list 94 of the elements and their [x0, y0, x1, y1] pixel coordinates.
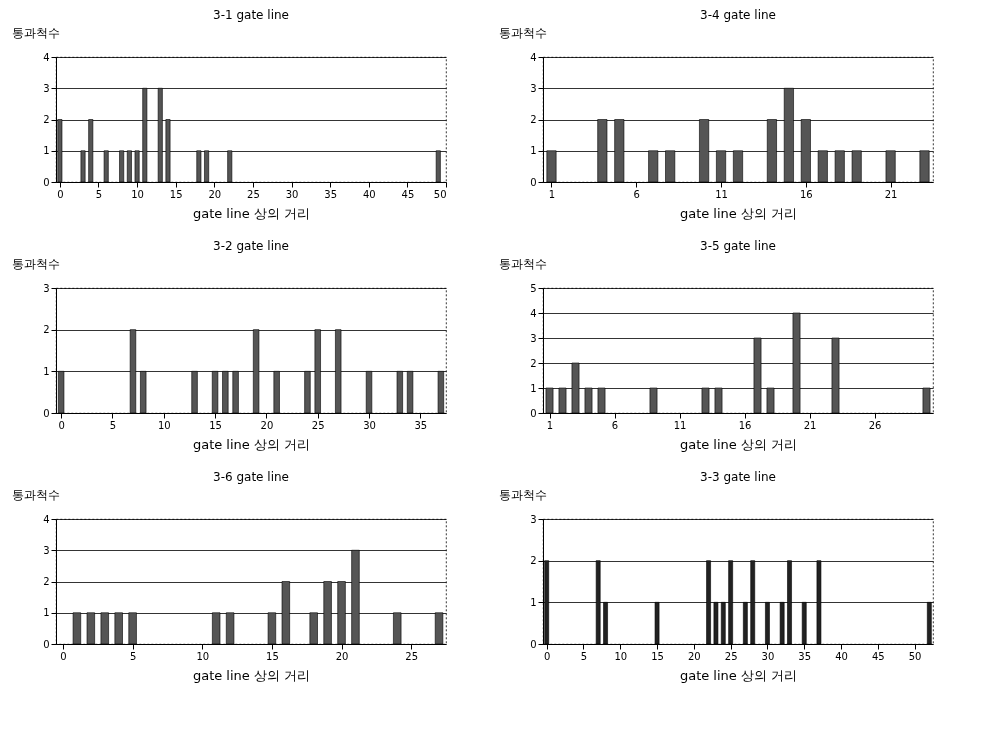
x-axis-title: gate line 상의 거리 [679, 205, 798, 221]
x-tick-label: 35 [414, 419, 428, 431]
y-tick-label: 3 [530, 82, 537, 94]
x-axis-title: gate line 상의 거리 [679, 436, 798, 452]
x-tick-label: 20 [335, 650, 349, 662]
x-tick-label: 5 [109, 419, 117, 431]
x-tick-label: 16 [799, 188, 813, 200]
y-tick-label: 2 [530, 357, 537, 369]
x-tick-label: 25 [405, 650, 419, 662]
x-tick-label: 45 [871, 650, 885, 662]
y-tick-label: 2 [43, 576, 50, 587]
y-tick-label: 1 [530, 382, 537, 394]
y-tick-label: 4 [530, 51, 537, 63]
chart-title: 3-6 gate line [213, 470, 289, 484]
y-axis-title: 통과척수 [498, 256, 547, 271]
y-tick-label: 0 [530, 407, 537, 419]
x-tick-label: 35 [798, 650, 812, 662]
y-tick-label: 2 [530, 555, 537, 567]
x-tick-label: 16 [738, 419, 752, 431]
y-tick-label: 3 [530, 513, 537, 525]
x-tick-label: 20 [208, 188, 222, 200]
y-tick-label: 2 [43, 114, 50, 125]
x-tick-label: 45 [401, 188, 415, 200]
x-tick-label: 15 [169, 188, 183, 200]
y-tick-label: 1 [43, 607, 50, 619]
x-tick-label: 50 [433, 188, 447, 200]
y-tick-label: 1 [43, 365, 50, 377]
y-tick-label: 1 [530, 145, 537, 157]
x-tick-label: 1 [548, 188, 556, 200]
x-tick-label: 0 [58, 419, 65, 431]
x-tick-label: 6 [633, 188, 640, 200]
chart-title: 3-4 gate line [700, 8, 776, 22]
x-tick-label: 15 [266, 650, 279, 662]
y-tick-label: 3 [43, 544, 50, 556]
x-tick-label: 25 [311, 419, 325, 431]
chart-title: 3-3 gate line [700, 470, 776, 484]
y-tick-label: 4 [530, 307, 537, 319]
x-tick-label: 10 [196, 650, 210, 662]
chart-title: 3-5 gate line [700, 239, 776, 253]
x-tick-label: 15 [209, 419, 222, 431]
x-tick-label: 50 [908, 650, 922, 662]
y-axis-title: 통과척수 [498, 25, 547, 40]
x-tick-label: 1 [546, 419, 554, 431]
y-tick-label: 0 [43, 638, 50, 650]
x-tick-label: 20 [260, 419, 274, 431]
x-axis-title: gate line 상의 거리 [192, 205, 311, 221]
x-tick-label: 40 [362, 188, 376, 200]
x-tick-label: 21 [803, 419, 817, 431]
x-tick-label: 30 [285, 188, 299, 200]
y-tick-label: 2 [530, 114, 537, 125]
x-tick-label: 11 [673, 419, 687, 431]
x-tick-label: 25 [247, 188, 260, 200]
x-tick-label: 15 [651, 650, 664, 662]
y-tick-label: 0 [43, 407, 50, 419]
y-tick-label: 2 [43, 324, 50, 336]
y-tick-label: 3 [530, 332, 537, 344]
y-tick-label: 0 [43, 176, 50, 188]
x-tick-label: 6 [611, 419, 619, 431]
x-axis-title: gate line 상의 거리 [679, 667, 798, 683]
x-tick-label: 0 [60, 650, 67, 662]
x-tick-label: 26 [868, 419, 882, 431]
x-tick-label: 5 [580, 650, 588, 662]
x-tick-label: 0 [543, 650, 551, 662]
x-axis-title: gate line 상의 거리 [192, 436, 311, 452]
x-tick-label: 11 [715, 188, 728, 200]
x-tick-label: 5 [95, 188, 103, 200]
y-tick-label: 1 [43, 145, 50, 157]
x-tick-label: 21 [884, 188, 898, 200]
y-axis-title: 통과척수 [11, 256, 60, 271]
x-tick-label: 40 [835, 650, 848, 662]
y-tick-label: 4 [43, 513, 50, 525]
x-tick-label: 10 [614, 650, 628, 662]
x-tick-label: 30 [761, 650, 775, 662]
y-tick-label: 1 [530, 596, 537, 608]
y-tick-label: 0 [530, 176, 537, 188]
x-tick-label: 10 [131, 188, 144, 200]
y-tick-label: 3 [43, 82, 50, 94]
x-tick-label: 0 [57, 188, 64, 200]
chart-title: 3-1 gate line [213, 8, 289, 22]
x-tick-label: 25 [724, 650, 738, 662]
y-tick-label: 0 [530, 638, 537, 650]
y-tick-label: 5 [530, 282, 537, 294]
x-tick-label: 30 [363, 419, 376, 431]
y-axis-title: 통과척수 [498, 487, 547, 502]
x-tick-label: 5 [129, 650, 137, 662]
x-tick-label: 10 [157, 419, 171, 431]
y-tick-label: 3 [43, 282, 50, 294]
x-axis-title: gate line 상의 거리 [192, 667, 311, 683]
x-tick-label: 35 [324, 188, 338, 200]
y-axis-title: 통과척수 [11, 25, 60, 40]
y-tick-label: 4 [43, 51, 50, 63]
chart-title: 3-2 gate line [213, 239, 289, 253]
x-tick-label: 20 [687, 650, 701, 662]
y-axis-title: 통과척수 [11, 487, 60, 502]
